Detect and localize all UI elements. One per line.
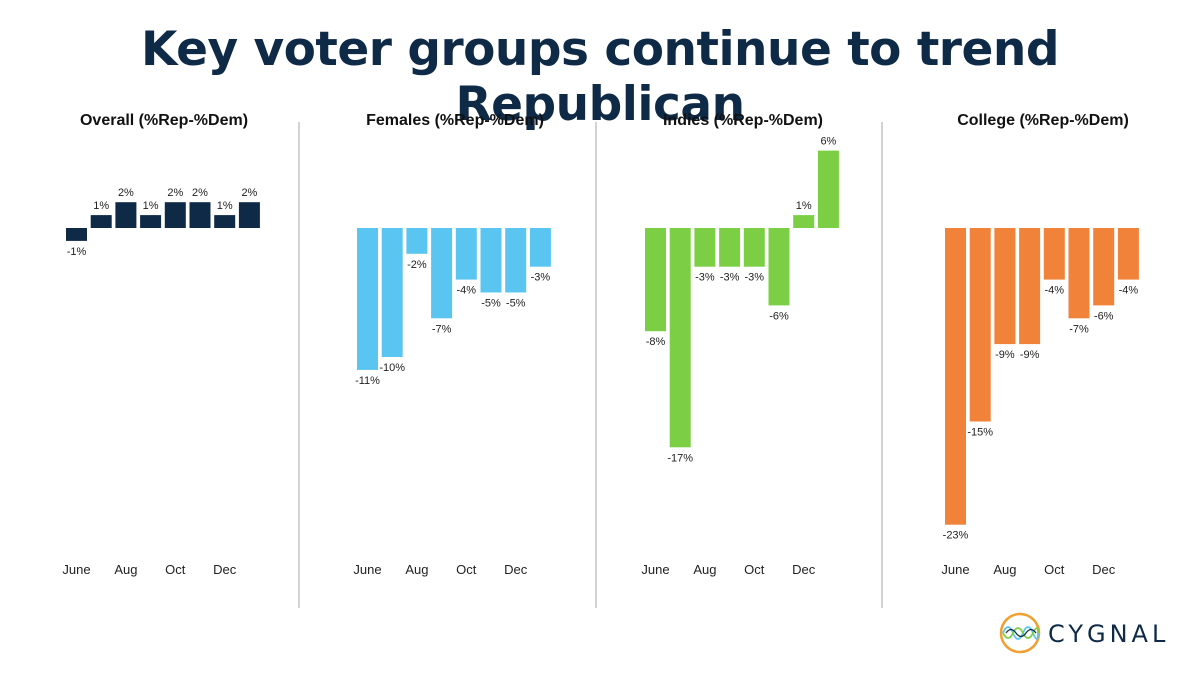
bar-value-label: 2% [167, 187, 183, 199]
bar-value-label: 6% [820, 136, 836, 148]
bar-value-label: 1% [93, 200, 109, 212]
bar-value-label: -3% [745, 272, 765, 284]
chart-plot: -11%-10% -2% -7% -4% -5% -5% -3% June Aug Oct Dec [353, 228, 551, 577]
x-tick-label: June [353, 562, 381, 577]
bar-value-label: 2% [241, 187, 257, 199]
x-tick-label: Oct [1044, 562, 1065, 577]
bar [455, 228, 477, 280]
bar-value-label: -7% [1069, 323, 1089, 335]
panel-divider-1 [298, 122, 300, 608]
bar [1068, 228, 1090, 319]
bar [529, 228, 551, 267]
bar-value-label: -11% [355, 375, 380, 387]
cygnal-logo-text: CYGNAL [1048, 620, 1170, 648]
bar-value-label: -1% [67, 246, 87, 258]
bar-value-label: 1% [143, 200, 159, 212]
bar [743, 228, 765, 267]
x-tick-label: Aug [114, 562, 137, 577]
x-tick-label: Dec [504, 562, 528, 577]
chart-plot: -1% 1% 2% 1% 2% 2% 1% 2% June Aug Oct Dec [62, 187, 260, 577]
page-title: Key voter groups continue to trend Repub… [141, 22, 1059, 132]
x-tick-label: Aug [993, 562, 1016, 577]
x-tick-label: Oct [744, 562, 765, 577]
bar-value-label: -3% [531, 272, 551, 284]
bar [694, 228, 716, 267]
bar-value-label: -3% [695, 272, 715, 284]
x-tick-label: June [941, 562, 969, 577]
x-tick-label: Aug [693, 562, 716, 577]
bar [768, 228, 790, 306]
bar [214, 215, 236, 228]
bar [357, 228, 378, 370]
bar-value-label: -4% [457, 285, 477, 297]
x-tick-label: Dec [213, 562, 237, 577]
chart-plot: -23% -15% -9% -9% -4% -7% -6% -4% June Aug Oct Dec [941, 228, 1139, 577]
chart-college: College (%Rep-%Dem) -23% -15% -9% -9% -4% -7%… [893, 100, 1193, 600]
chart-title: Females (%Rep-%Dem) [366, 112, 544, 129]
bar [1093, 228, 1115, 306]
panel-divider-3 [881, 122, 883, 608]
bar-value-label: -17% [667, 452, 693, 464]
bar-value-label: -23% [943, 530, 969, 542]
bar [969, 228, 991, 422]
bar-value-label: -4% [1119, 285, 1139, 297]
bar [505, 228, 527, 293]
bar-value-label: -9% [995, 349, 1015, 361]
bar [1117, 228, 1139, 280]
bar-value-label: -9% [1020, 349, 1040, 361]
bar [381, 228, 403, 357]
x-tick-label: Oct [165, 562, 186, 577]
panel-divider-2 [595, 122, 597, 608]
bar [90, 215, 112, 228]
bar [719, 228, 741, 267]
bar-value-label: -5% [506, 298, 526, 310]
x-tick-label: Oct [456, 562, 477, 577]
bar-value-label: -6% [1094, 310, 1114, 322]
bar-value-label: 1% [796, 200, 812, 212]
bar-value-label: -8% [646, 336, 666, 348]
x-tick-label: Dec [1092, 562, 1116, 577]
bar [406, 228, 428, 254]
bar [669, 228, 691, 448]
x-tick-label: June [62, 562, 90, 577]
bar [817, 150, 839, 228]
bar [431, 228, 453, 319]
bar [1019, 228, 1041, 345]
bar-value-label: -15% [967, 427, 993, 439]
chart-title: Overall (%Rep-%Dem) [79, 112, 249, 129]
bar [238, 202, 260, 228]
bar [140, 215, 162, 228]
cygnal-logo-icon [999, 612, 1041, 654]
bar [164, 202, 186, 228]
bar [645, 228, 666, 332]
bar [1043, 228, 1065, 280]
chart-indies: Indies (%Rep-%Dem) -8% -17% -3% -3% -3% -6% 1%… [593, 100, 893, 600]
chart-plot: -8% -17% -3% -3% -3% -6% 1% 6% June Aug Oct Dec [641, 136, 839, 577]
bar [115, 202, 137, 228]
chart-title: Indies (%Rep-%Dem) [662, 112, 824, 129]
bar-value-label: -3% [720, 272, 740, 284]
bar-value-label: 2% [118, 187, 134, 199]
bar [480, 228, 502, 293]
bar-value-label: -6% [769, 310, 789, 322]
cygnal-logo: CYGNAL [998, 610, 1178, 656]
bar [945, 228, 966, 525]
bar [994, 228, 1016, 345]
bar-value-label: -4% [1045, 285, 1065, 297]
x-tick-label: Aug [405, 562, 428, 577]
bar-value-label: -10% [379, 362, 405, 374]
bar-value-label: 1% [217, 200, 233, 212]
bar-value-label: 2% [192, 187, 208, 199]
bar [66, 228, 87, 241]
bar-value-label: -5% [481, 298, 501, 310]
chart-females: Females (%Rep-%Dem) -11% -10% -2% -7% -4% -5%… [305, 100, 605, 600]
bar-value-label: -7% [432, 323, 452, 335]
bar [793, 215, 815, 228]
bar-value-label: -2% [407, 259, 427, 271]
chart-overall: Overall (%Rep-%Dem) -1% 1% 2% 1% 2% 2% 1% 2% Jun… [14, 100, 314, 600]
bar [189, 202, 211, 228]
x-tick-label: Dec [792, 562, 816, 577]
x-tick-label: June [641, 562, 669, 577]
chart-title: College (%Rep-%Dem) [957, 112, 1129, 129]
